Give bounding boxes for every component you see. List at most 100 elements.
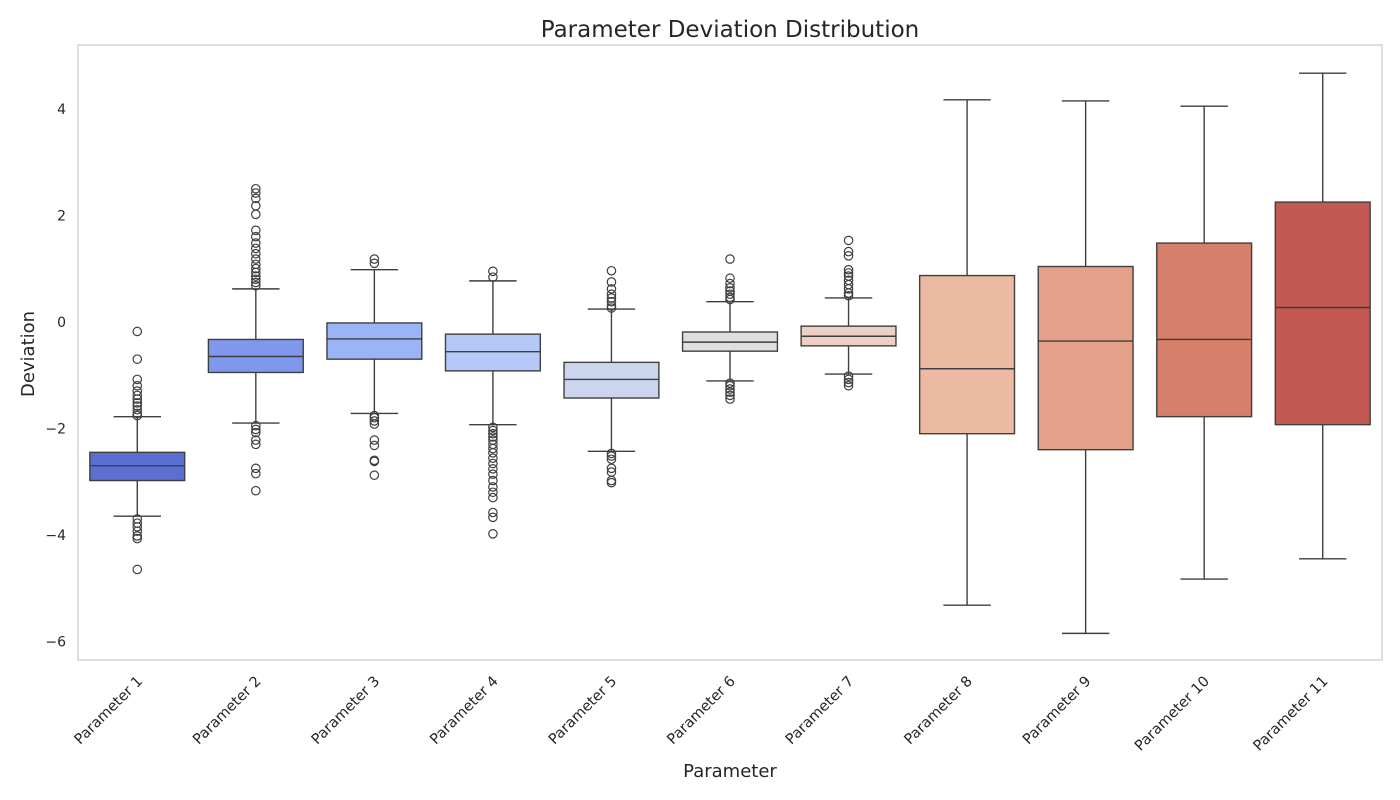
outlier-point xyxy=(251,439,261,450)
outlier-point xyxy=(369,258,380,269)
outlier-point xyxy=(843,371,854,381)
outlier-point xyxy=(725,278,735,289)
y-tick-label: −4 xyxy=(45,528,66,544)
boxes-layer xyxy=(89,72,1371,635)
outlier-point xyxy=(132,354,143,364)
box-group xyxy=(1037,100,1134,635)
outlier-point xyxy=(251,209,261,220)
outlier-point xyxy=(251,274,261,285)
box-group xyxy=(89,326,186,575)
outlier-point xyxy=(251,188,261,198)
outlier-point xyxy=(843,235,854,246)
outlier-point xyxy=(251,463,261,474)
box-group xyxy=(326,254,423,481)
outlier-point xyxy=(132,401,143,411)
box-iqr xyxy=(563,361,660,399)
outlier-point xyxy=(488,464,498,474)
outlier-point xyxy=(132,380,143,391)
outlier-point xyxy=(725,380,735,391)
outlier-point xyxy=(725,289,735,299)
y-tick-label: 2 xyxy=(57,208,66,224)
outlier-point xyxy=(488,469,498,479)
outlier-point xyxy=(251,254,261,264)
box-iqr xyxy=(444,333,542,372)
outlier-point xyxy=(488,487,498,498)
outlier-point xyxy=(488,512,498,523)
box-group xyxy=(681,254,779,404)
outlier-point xyxy=(251,248,261,259)
outlier-point xyxy=(606,454,617,465)
box-iqr xyxy=(326,322,423,360)
outlier-point xyxy=(843,288,854,298)
outlier-point xyxy=(725,394,735,404)
outlier-point xyxy=(488,272,498,282)
outlier-point xyxy=(251,183,261,194)
outlier-point xyxy=(132,390,143,401)
outlier-point xyxy=(606,296,617,307)
y-tick-label: 4 xyxy=(57,102,66,118)
outlier-point xyxy=(251,263,261,274)
outlier-point xyxy=(251,271,261,281)
outlier-point xyxy=(251,231,261,242)
outlier-point xyxy=(843,284,854,294)
outlier-point xyxy=(606,289,617,299)
outlier-point xyxy=(843,268,854,278)
outlier-point xyxy=(843,380,854,391)
outlier-point xyxy=(725,254,735,264)
box-iqr xyxy=(918,274,1016,435)
box-group xyxy=(563,265,660,488)
y-axis-ticks: 4 2 0 −2 −4 −6 xyxy=(45,102,66,650)
outlier-point xyxy=(251,277,261,288)
outlier-point xyxy=(132,398,143,408)
outlier-point xyxy=(132,564,143,575)
outlier-point xyxy=(369,440,380,451)
outlier-point xyxy=(725,294,735,305)
outlier-point xyxy=(132,526,143,536)
outlier-point xyxy=(369,416,380,426)
outlier-point xyxy=(369,435,380,445)
y-tick-label: 0 xyxy=(57,315,66,331)
plot-area-frame xyxy=(77,44,1383,661)
chart-title: Parameter Deviation Distribution xyxy=(541,17,919,43)
box-iqr xyxy=(1037,265,1134,451)
outlier-point xyxy=(725,387,735,397)
outlier-point xyxy=(843,374,854,385)
outlier-point xyxy=(488,428,498,439)
outlier-point xyxy=(132,410,143,421)
outlier-point xyxy=(251,468,261,479)
outlier-point xyxy=(843,290,854,301)
outlier-point xyxy=(251,243,261,254)
outlier-point xyxy=(488,453,498,463)
outlier-point xyxy=(251,280,261,291)
outlier-point xyxy=(488,458,498,469)
y-tick-label: −2 xyxy=(45,421,66,437)
y-tick-label: −6 xyxy=(45,634,66,650)
outlier-point xyxy=(251,485,261,496)
outlier-point xyxy=(132,522,143,532)
outlier-point xyxy=(725,283,735,293)
outlier-point xyxy=(488,529,498,539)
outlier-point xyxy=(488,266,498,277)
outlier-point xyxy=(843,377,854,388)
outlier-point xyxy=(369,412,380,423)
outlier-point xyxy=(488,482,498,492)
outlier-point xyxy=(132,404,143,415)
box-group xyxy=(1156,105,1253,580)
outlier-point xyxy=(725,390,735,401)
outlier-point xyxy=(369,456,380,467)
outlier-point xyxy=(488,422,498,433)
outlier-point xyxy=(369,254,380,264)
outlier-point xyxy=(725,384,735,394)
outlier-point xyxy=(251,424,261,435)
box-iqr xyxy=(1156,242,1253,418)
outlier-point xyxy=(251,238,261,248)
box-iqr xyxy=(89,451,186,482)
outlier-point xyxy=(369,470,380,481)
box-group xyxy=(1274,72,1371,560)
outlier-point xyxy=(606,451,617,461)
outlier-point xyxy=(606,477,617,488)
outlier-point xyxy=(251,435,261,445)
outlier-point xyxy=(251,193,261,204)
outlier-point xyxy=(488,425,498,436)
